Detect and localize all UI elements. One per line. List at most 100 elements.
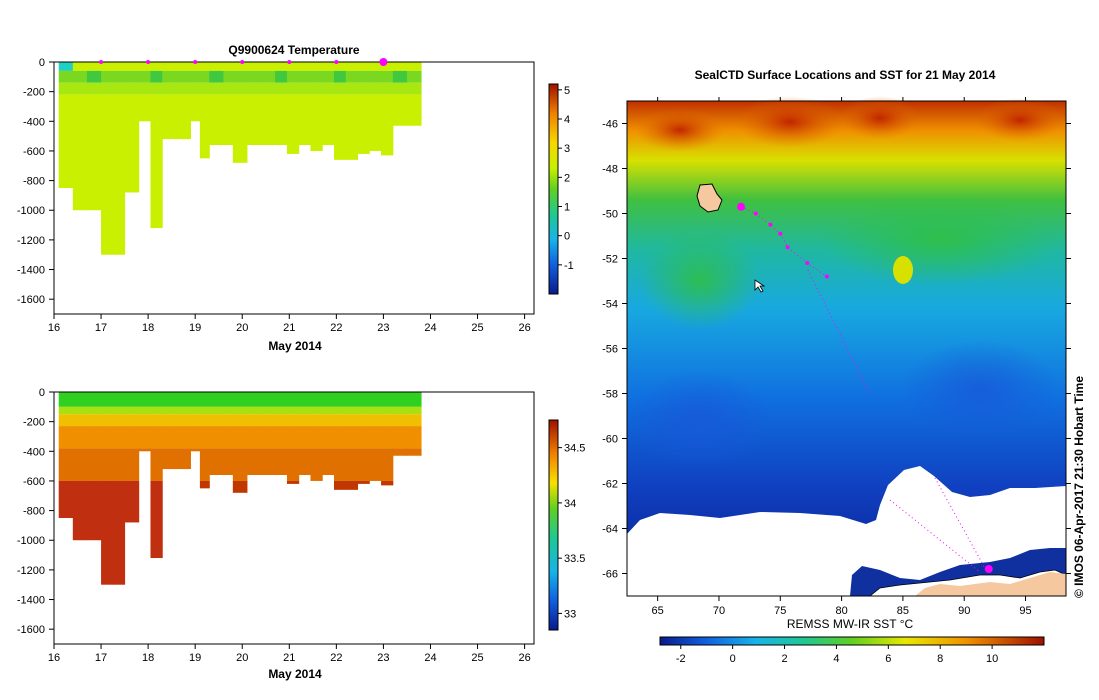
profile-cell [345,406,359,415]
temperature-colorbar [548,83,559,295]
temperature-x-axis: 16 17 18 19 20 21 22 23 24 25 26 [48,314,531,334]
profile-cell [101,82,114,95]
profile-cell [392,70,408,83]
profile-cell [72,82,88,95]
profile-cell [334,94,347,160]
profile-cell [162,414,177,427]
profile-cell [298,448,311,476]
map-y-tick-label: -50 [602,209,618,221]
profile-cell [150,480,163,559]
map-y-tick-label: -52 [602,254,618,266]
profile-cell [223,392,234,407]
profile-cell [345,448,359,481]
green-front [820,195,1060,285]
profile-cell [357,414,370,427]
profile-cell [298,62,311,71]
profile-marker [99,60,104,64]
profile-cell [286,70,300,83]
profile-cell [72,426,88,449]
profile-cell [223,94,234,146]
profile-cell [286,94,300,154]
profile-cell [190,62,201,71]
profile-cell [322,426,335,449]
profile-cell [369,70,382,83]
profile-cell [124,70,140,83]
x-tick-label: 25 [471,322,483,334]
map-y-tick-label: -64 [602,524,618,536]
profile-cell [150,82,163,95]
profile-cell [176,62,191,71]
profile-cell [246,426,262,449]
salinity-x-label: May 2014 [268,667,322,681]
profile-cell [199,448,210,481]
profile-cell [369,406,382,415]
profile-cell [209,448,224,476]
salinity-y-axis: 0 -200 -400 -600 -800 -1000 -1200 -1400 -1600 [17,387,54,636]
profile-cell [190,448,201,452]
profile-cell [124,94,140,193]
profile-cell [124,426,140,449]
profile-cell [138,62,151,71]
track-point [753,211,758,216]
profile-marker [146,60,151,64]
profile-cell [310,448,323,481]
track-point [984,565,993,573]
profile-cell [246,82,262,95]
track-point [824,274,829,279]
salinity-cells [58,392,422,585]
profile-markers [99,58,388,66]
profile-cell [58,448,74,481]
profile-cell [223,448,234,476]
profile-cell [369,94,382,151]
colorbar-tick-label: 2 [564,172,570,184]
profile-cell [162,448,177,470]
profile-marker [334,60,339,64]
profile-cell [406,406,422,415]
y-tick-label: -200 [23,87,45,99]
map-y-tick-label: -60 [602,434,618,446]
profile-cell [86,406,102,415]
profile-cell [101,448,114,481]
map-x-tick-label: 70 [713,605,725,617]
temperature-section-panel: Q9900624 Temperature 16 17 18 19 20 21 22 23 24 2… [17,43,574,353]
profile-cell [199,480,210,489]
y-tick-label: -1400 [17,595,45,607]
profile-cell [357,62,370,71]
profile-cell [232,426,248,449]
temperature-plot-frame [53,61,535,315]
profile-cell [298,70,311,83]
profile-cell [176,414,191,427]
profile-cell [72,448,88,481]
profile-cell [246,448,262,476]
profile-cell [261,414,276,427]
profile-cell [392,448,408,456]
profile-cell [286,414,300,427]
x-tick-label: 19 [189,652,201,664]
profile-cell [369,448,382,481]
y-tick-label: -1000 [17,205,45,217]
profile-cell [275,426,288,449]
profile-cell [406,70,422,83]
y-tick-label: -1200 [17,235,45,247]
profile-cell [369,62,382,71]
profile-cell [322,82,335,95]
profile-cell [112,480,126,585]
track-line [934,477,987,571]
profile-cell [101,414,114,427]
salinity-colorbar-ticks: 33 33.5 34 34.5 [558,443,585,620]
map-y-tick-label: -48 [602,164,618,176]
profile-cell [246,406,262,415]
profile-cell [345,480,359,490]
colorbar-tick-label: 5 [564,85,570,97]
profile-cell [190,406,201,415]
profile-cell [58,82,74,95]
profile-cell [112,82,126,95]
profile-cell [345,94,359,160]
profile-cell [406,62,422,71]
profile-cell [298,392,311,407]
profile-cell [199,82,210,95]
profile-cell [223,426,234,449]
profile-cell [381,62,394,71]
warm-anomaly [975,98,1065,142]
profile-cell [176,392,191,407]
